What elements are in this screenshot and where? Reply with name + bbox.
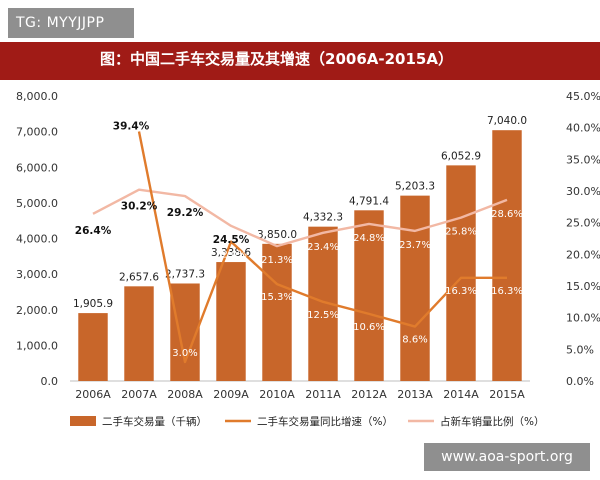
share-value-label: 26.4% [75, 225, 112, 237]
y-right-tick-label: 0.0% [566, 375, 594, 388]
y-right-tick-label: 25.0% [566, 217, 600, 230]
growth-value-label: 3.0% [172, 348, 197, 359]
y-right-tick-label: 30.0% [566, 185, 600, 198]
share-line [92, 188, 508, 248]
bar-value-label: 7,040.0 [487, 115, 527, 127]
watermark: www.aoa-sport.org [424, 443, 590, 471]
legend-label: 二手车交易量同比增速（%） [257, 415, 393, 428]
bar [78, 313, 108, 381]
legend-label: 占新车销量比例（%） [440, 415, 544, 428]
y-left-tick-label: 6,000.0 [16, 161, 58, 174]
bar [216, 262, 246, 381]
bar [170, 283, 200, 381]
x-tick-label: 2013A [397, 388, 433, 401]
share-value-label: 24.5% [213, 234, 250, 246]
growth-value-label: 8.6% [402, 335, 427, 346]
y-right-tick-label: 20.0% [566, 248, 600, 261]
y-right-tick-label: 35.0% [566, 153, 600, 166]
chart-title: 图：中国二手车交易量及其增速（2006A-2015A） [100, 50, 453, 68]
x-tick-label: 2012A [351, 388, 387, 401]
x-tick-label: 2010A [259, 388, 295, 401]
bar [354, 210, 384, 381]
bar [262, 243, 292, 381]
bar-value-label: 2,657.6 [119, 271, 159, 283]
y-left-tick-label: 8,000.0 [16, 90, 58, 103]
growth-value-label: 39.4% [113, 120, 150, 132]
growth-line [137, 131, 507, 364]
share-value-label: 23.7% [399, 240, 431, 251]
y-right-tick-label: 45.0% [566, 90, 600, 103]
share-value-label: 21.3% [261, 255, 293, 266]
bar-value-label: 2,737.3 [165, 268, 205, 280]
y-left-tick-label: 3,000.0 [16, 268, 58, 281]
legend-label: 二手车交易量（千辆） [102, 415, 207, 428]
title-bar: 图：中国二手车交易量及其增速（2006A-2015A） [0, 42, 600, 80]
growth-value-label: 10.6% [353, 322, 385, 333]
x-tick-label: 2015A [489, 388, 525, 401]
source-tag: TG: MYYJJPP [8, 8, 134, 38]
bar [400, 195, 430, 381]
growth-value-label: 16.3% [491, 286, 523, 297]
x-tick-label: 2014A [443, 388, 479, 401]
bar-value-label: 4,791.4 [349, 195, 389, 207]
growth-value-label: 16.3% [445, 286, 477, 297]
y-left-tick-label: 4,000.0 [16, 233, 58, 246]
y-left-tick-label: 2,000.0 [16, 304, 58, 317]
bar [492, 130, 522, 381]
x-tick-label: 2006A [75, 388, 111, 401]
bar-value-label: 5,203.3 [395, 181, 435, 193]
share-value-label: 23.4% [307, 242, 339, 253]
bar-value-label: 4,332.3 [303, 212, 343, 224]
y-right-tick-label: 15.0% [566, 280, 600, 293]
bar [446, 165, 476, 381]
growth-value-label: 12.5% [307, 310, 339, 321]
y-right-tick-label: 40.0% [566, 122, 600, 135]
legend-swatch [70, 416, 96, 426]
share-value-label: 29.2% [167, 207, 204, 219]
y-left-tick-label: 1,000.0 [16, 339, 58, 352]
growth-value-label: 15.3% [261, 292, 293, 303]
y-left-tick-label: 7,000.0 [16, 126, 58, 139]
y-left-tick-label: 5,000.0 [16, 197, 58, 210]
growth-value-label: 22.0% [215, 250, 247, 261]
y-left-tick-label: 0.0 [41, 375, 59, 388]
bar [124, 286, 154, 381]
x-tick-label: 2008A [167, 388, 203, 401]
bar-value-label: 6,052.9 [441, 150, 481, 162]
share-value-label: 25.8% [445, 227, 477, 238]
x-tick-label: 2011A [305, 388, 341, 401]
x-tick-label: 2009A [213, 388, 249, 401]
x-tick-label: 2007A [121, 388, 157, 401]
bar-value-label: 1,905.9 [73, 298, 113, 310]
y-right-tick-label: 5.0% [566, 343, 594, 356]
share-value-label: 28.6% [491, 209, 523, 220]
y-right-tick-label: 10.0% [566, 312, 600, 325]
share-value-label: 30.2% [121, 201, 158, 213]
share-value-label: 24.8% [353, 233, 385, 244]
bar-value-label: 3,850.0 [257, 229, 297, 241]
